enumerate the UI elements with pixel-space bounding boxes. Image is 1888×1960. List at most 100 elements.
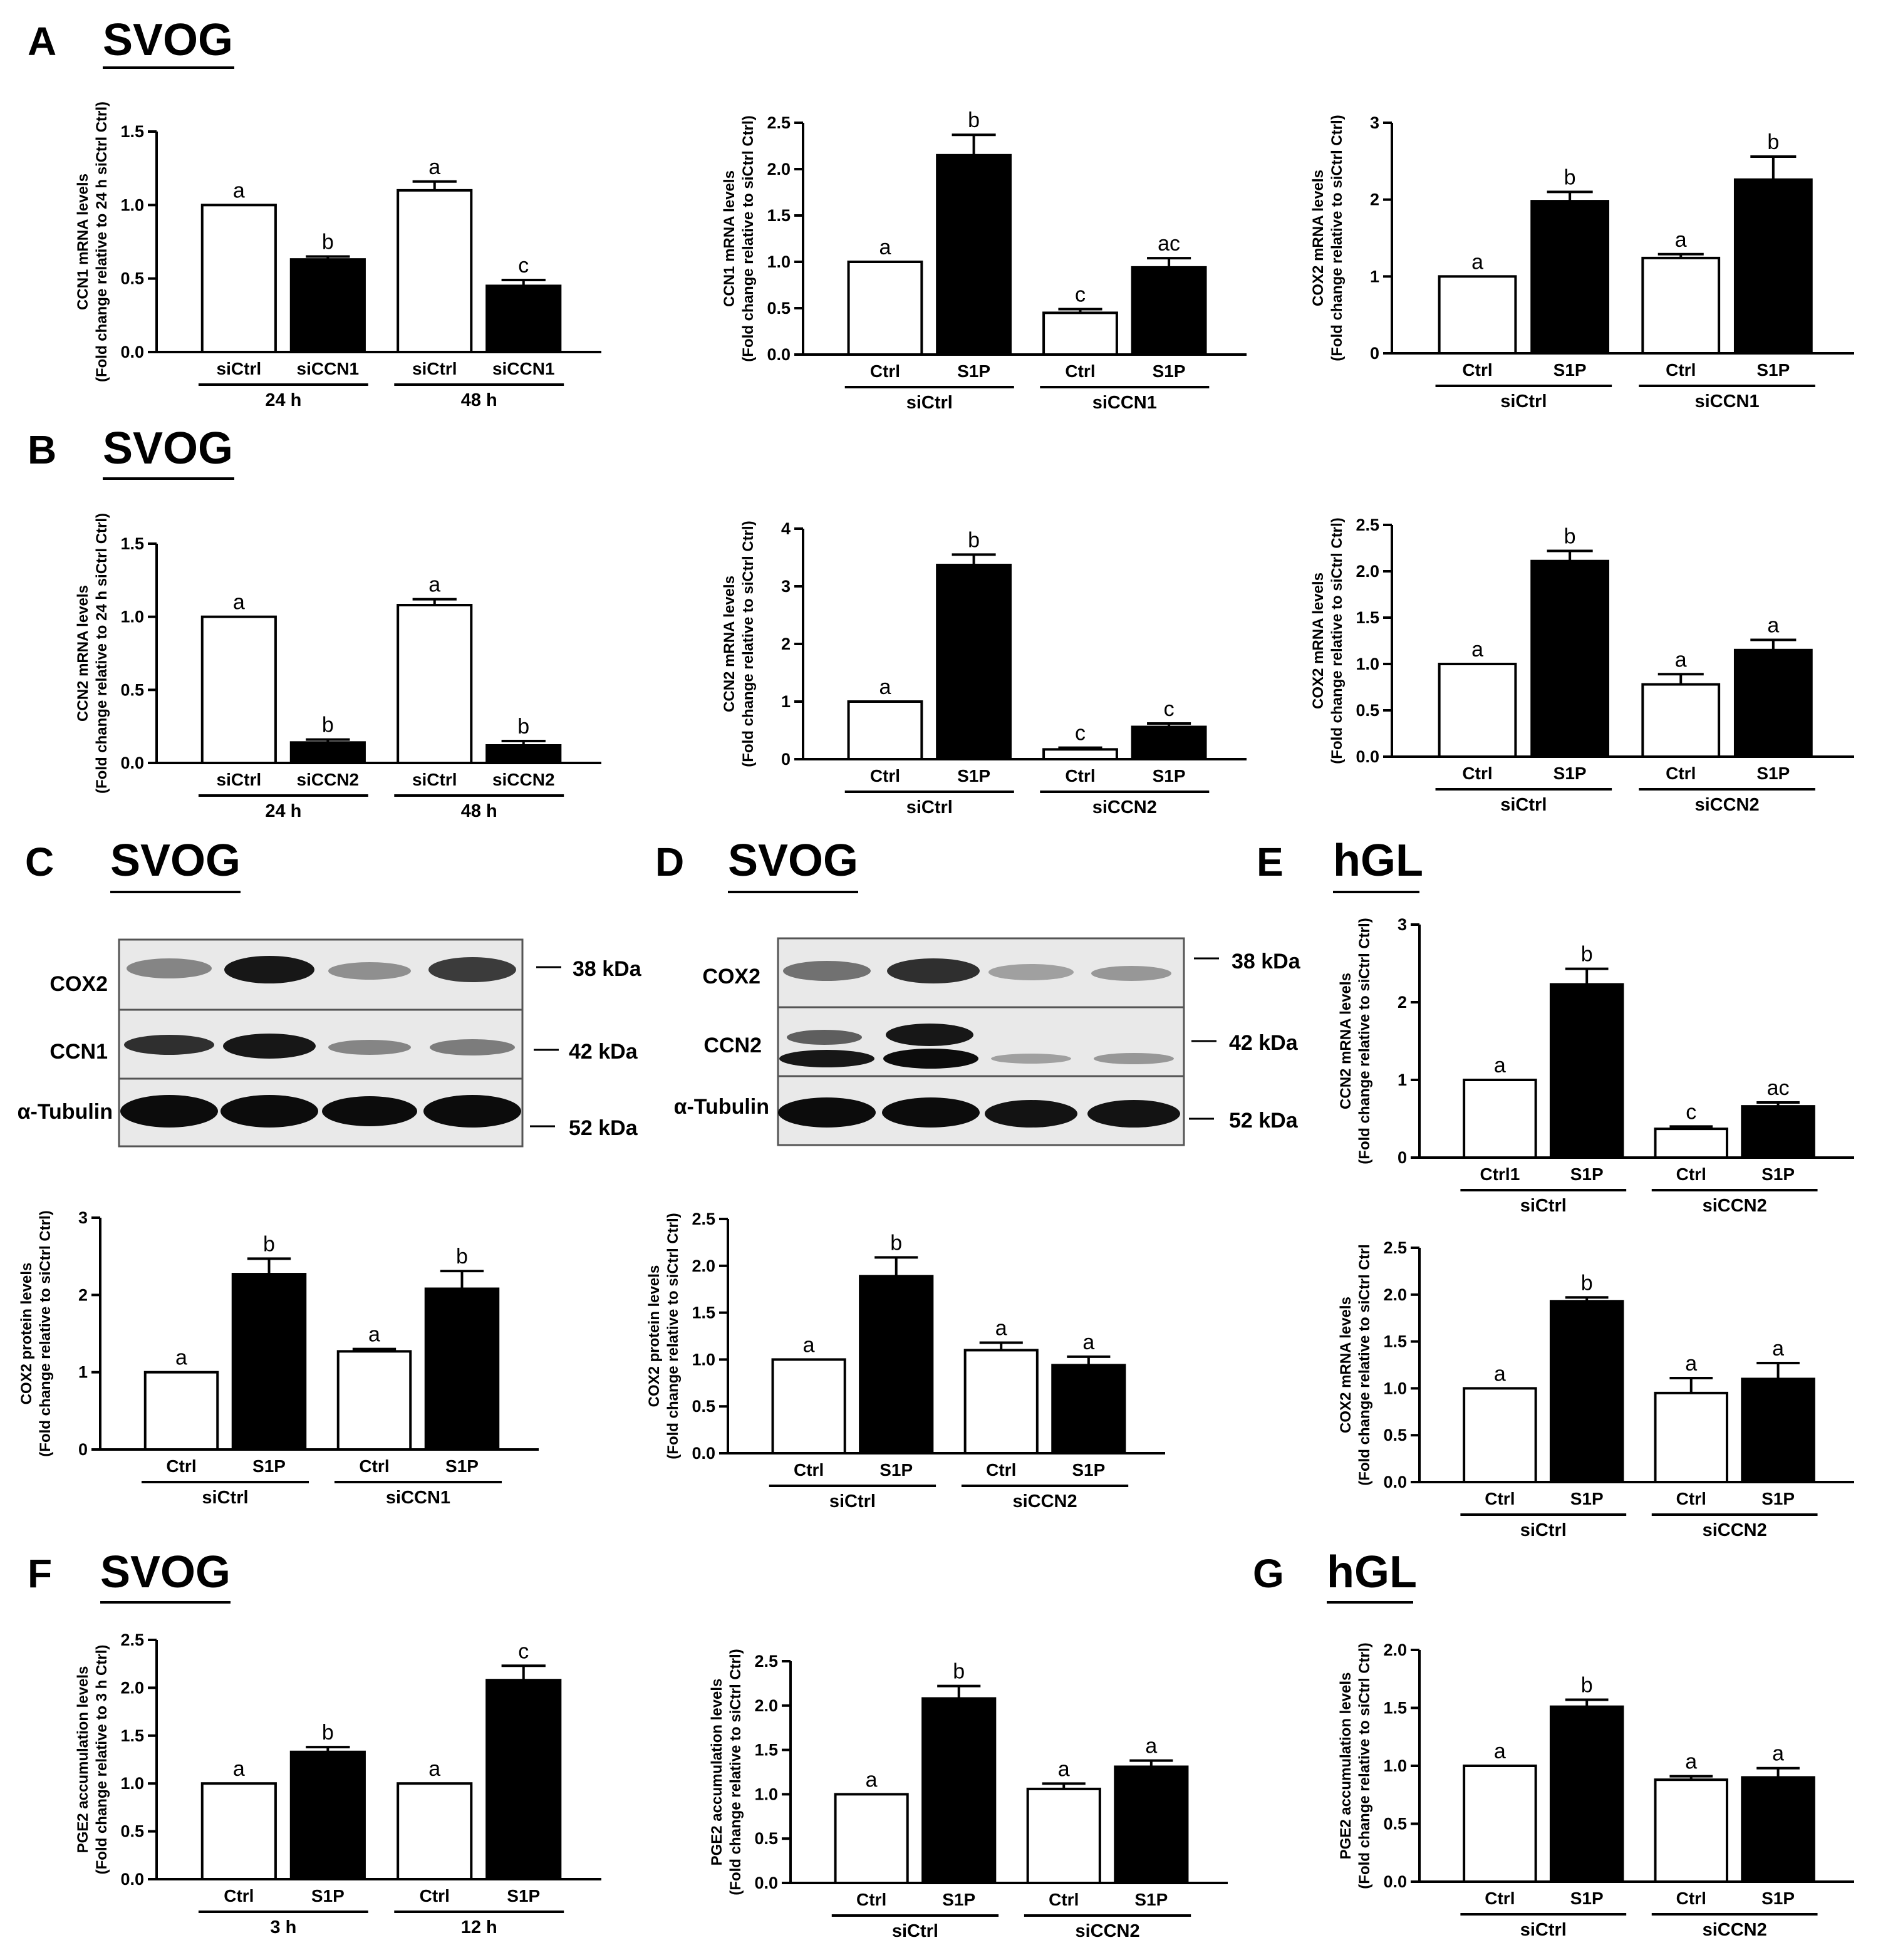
band-label: CCN1	[49, 1040, 108, 1064]
chart-8: 0.0 0.5 1.0 1.5 2.0 2.5 COX2 protein levels (Fo…	[646, 1210, 1165, 1511]
x-category-label: Ctrl	[986, 1460, 1016, 1480]
significance-letter: c	[1075, 283, 1086, 306]
panel-letter: E	[1257, 839, 1284, 884]
y-tick-label: 0.5	[1383, 1426, 1407, 1444]
x-category-label: siCtrl	[217, 770, 262, 789]
panel-header-d: D SVOG	[655, 836, 858, 893]
x-category-label: Ctrl	[1462, 764, 1492, 783]
y-tick-label: 0.5	[120, 269, 144, 288]
bar	[397, 1782, 473, 1880]
y-axis-label: COX2 mRNA levels	[1310, 573, 1327, 709]
chart-3: 0 1 2 3 COX2 mRNA levels (Fold change relativ…	[1310, 113, 1854, 412]
y-axis-label: (Fold change relative to siCtrl Ctrl)	[740, 521, 757, 767]
bar	[1114, 1765, 1189, 1884]
x-category-label: S1P	[1153, 361, 1186, 381]
x-category-label: S1P	[1072, 1460, 1105, 1480]
bar	[1741, 1377, 1815, 1483]
x-category-label: Ctrl	[1065, 766, 1095, 786]
significance-letter: c	[1075, 722, 1086, 745]
significance-letter: b	[1581, 1674, 1593, 1698]
x-category-label: Ctrl	[1666, 360, 1696, 380]
significance-letter: b	[456, 1245, 468, 1268]
bar	[834, 1793, 909, 1884]
bar	[1026, 1787, 1101, 1885]
x-category-label: S1P	[1153, 766, 1186, 786]
chart-9: 0 1 2 3 CCN2 mRNA levels (Fold change relativ…	[1337, 915, 1854, 1216]
group-label: siCtrl	[1500, 391, 1547, 412]
bar	[1463, 1079, 1537, 1159]
y-tick-label: 0.0	[1356, 747, 1379, 766]
x-category-label: siCCN1	[297, 359, 360, 378]
bar	[397, 189, 473, 353]
bar	[1438, 275, 1517, 355]
bar	[1463, 1765, 1537, 1883]
significance-letter: b	[953, 1660, 965, 1684]
bar	[336, 1350, 412, 1451]
x-category-label: S1P	[507, 1886, 540, 1906]
chart-7: 0 1 2 3 COX2 protein levels (Fold change rela…	[18, 1208, 539, 1508]
bar	[1131, 266, 1207, 356]
x-category-label: siCCN1	[492, 359, 555, 378]
y-tick-label: 2	[1370, 190, 1379, 209]
band-label: CCN2	[703, 1034, 762, 1057]
y-tick-label: 1.0	[120, 195, 144, 214]
bar	[200, 204, 277, 354]
group-label: siCCN2	[1075, 1921, 1139, 1941]
bar	[1042, 311, 1118, 356]
y-axis-label: (Fold change relative to siCtrl Ctrl)	[1329, 115, 1346, 361]
group-label: siCCN2	[1703, 1520, 1767, 1540]
significance-letter: c	[518, 1639, 529, 1663]
significance-letter: c	[518, 254, 529, 277]
group-label: 24 h	[265, 801, 301, 821]
x-category-label: S1P	[1553, 764, 1587, 783]
panel-title: SVOG	[728, 836, 858, 886]
panel-header-g: G hGL	[1253, 1547, 1417, 1604]
y-tick-label: 3	[781, 577, 791, 596]
x-category-label: Ctrl	[870, 766, 900, 786]
significance-letter: a	[1082, 1330, 1094, 1354]
x-category-label: Ctrl	[1485, 1489, 1515, 1508]
group-label: siCCN1	[1092, 393, 1157, 413]
y-tick-label: 2.0	[1356, 562, 1379, 581]
panel-letter: D	[655, 839, 684, 884]
bar	[1741, 1776, 1815, 1883]
bar	[859, 1275, 934, 1454]
y-tick-label: 0.0	[1383, 1872, 1407, 1891]
significance-letter: b	[1581, 943, 1593, 967]
bar	[1042, 748, 1118, 760]
y-tick-label: 0	[1398, 1148, 1407, 1167]
bar	[1654, 1778, 1729, 1883]
bar	[1549, 1300, 1624, 1483]
x-category-label: S1P	[252, 1456, 286, 1476]
x-category-label: Ctrl	[1676, 1164, 1706, 1184]
significance-letter: a	[175, 1346, 187, 1370]
significance-letter: b	[1564, 165, 1576, 189]
x-category-label: S1P	[1756, 360, 1790, 380]
group-label: siCCN2	[1703, 1196, 1767, 1216]
y-tick-label: 2	[781, 635, 791, 653]
y-tick-label: 2.0	[1383, 1641, 1407, 1659]
bar	[485, 1679, 562, 1881]
x-category-label: Ctrl	[1676, 1889, 1706, 1908]
bar	[1641, 256, 1721, 355]
panel-title: hGL	[1327, 1547, 1417, 1597]
significance-letter: a	[1772, 1742, 1784, 1766]
significance-letter: a	[1058, 1757, 1070, 1781]
y-tick-label: 1.0	[754, 1785, 778, 1803]
significance-letter: a	[1494, 1740, 1506, 1763]
significance-letter: b	[968, 528, 980, 552]
y-tick-label: 2.5	[120, 1631, 144, 1649]
y-tick-label: 2.5	[1356, 516, 1379, 534]
y-tick-label: 2.5	[767, 113, 791, 132]
group-label: siCCN2	[1703, 1920, 1767, 1940]
y-axis-label: (Fold change relative to 24 h siCtrl Ctr…	[93, 513, 110, 794]
group-label: 12 h	[461, 1917, 497, 1937]
bar	[1654, 1391, 1729, 1483]
x-category-label: S1P	[942, 1890, 975, 1909]
band-label: COX2	[49, 972, 108, 996]
x-category-label: siCCN2	[492, 770, 555, 789]
y-tick-label: 0.5	[1383, 1815, 1407, 1833]
y-tick-label: 2.0	[1383, 1285, 1407, 1304]
significance-letter: a	[368, 1323, 380, 1347]
